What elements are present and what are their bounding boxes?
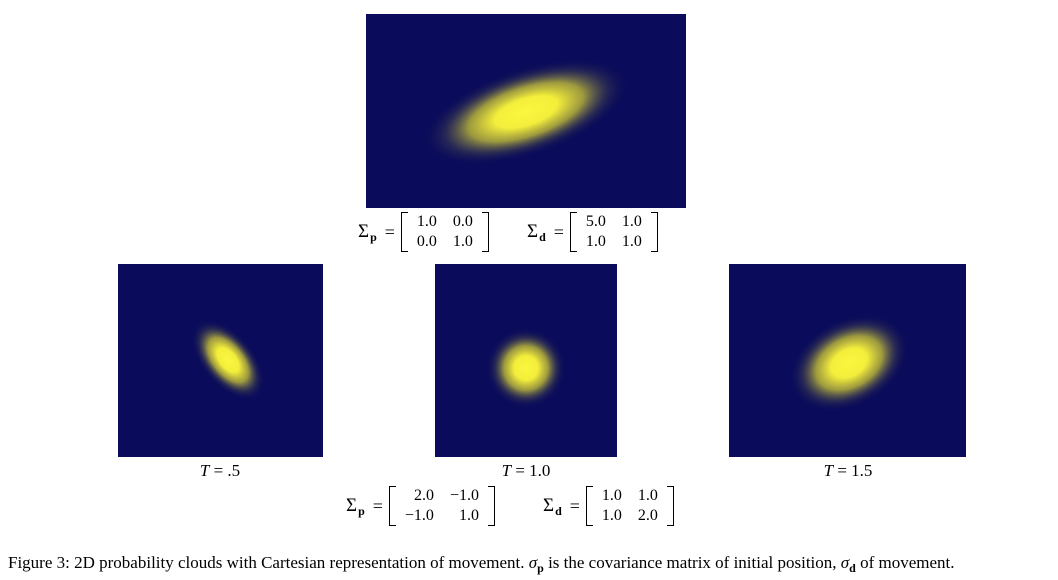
probability-cloud-t10 [435, 264, 617, 457]
matrix-cell: 2.0 [637, 507, 658, 524]
left-bracket [388, 486, 396, 526]
right-bracket [650, 212, 658, 252]
matrix-cell: 1.0 [601, 507, 622, 524]
sigma-subscript: p [358, 503, 365, 518]
caption-sigma-p: σ [528, 553, 538, 572]
covariance-matrix: 2.0 −1.0 −1.0 1.0 [388, 486, 495, 526]
sigma-subscript: d [539, 229, 546, 244]
matrix-cell: 1.0 [637, 487, 658, 504]
sigma-subscript: d [555, 503, 562, 518]
matrix-cell: 1.0 [601, 487, 622, 504]
probability-blob [422, 58, 630, 166]
right-bracket [481, 212, 489, 252]
matrix-cell: 0.0 [452, 213, 473, 230]
equals-sign: = [569, 495, 580, 516]
caption-sub-p: p [537, 561, 544, 575]
probability-cloud-t05 [118, 264, 323, 457]
probability-cloud-t15 [729, 264, 966, 457]
caption-middle: is the covariance matrix of initial posi… [548, 553, 837, 572]
left-bracket [400, 212, 408, 252]
sigma-symbol: Σ [527, 221, 539, 242]
sigma-symbol: Σ [358, 221, 370, 242]
probability-blob [788, 313, 910, 413]
matrix-cell: 5.0 [585, 213, 606, 230]
probability-blob [191, 319, 265, 401]
probability-blob [486, 328, 566, 408]
matrix-cell: 2.0 [413, 487, 434, 504]
equals-sign: = [384, 221, 395, 242]
matrix-cell: 1.0 [458, 507, 479, 524]
matrix-cell: 0.0 [416, 233, 437, 250]
equals-sign: = [372, 495, 383, 516]
right-bracket [666, 486, 674, 526]
probability-cloud-top [366, 14, 686, 208]
covariance-matrix: 1.0 1.0 1.0 2.0 [585, 486, 674, 526]
matrix-cell: 1.0 [416, 213, 437, 230]
equals-sign: = [553, 221, 564, 242]
time-label-t10: T = 1.0 [501, 461, 551, 480]
left-bracket [585, 486, 593, 526]
caption-sub-d: d [849, 561, 856, 575]
caption-sigma-d: σ [840, 553, 850, 572]
matrix-cell: 1.0 [452, 233, 473, 250]
covariance-matrix: 5.0 1.0 1.0 1.0 [569, 212, 658, 252]
matrix-cell: 1.0 [621, 233, 642, 250]
figure-caption: Figure 3: 2D probability clouds with Car… [8, 553, 955, 575]
caption-prefix: Figure 3: 2D probability clouds with Car… [8, 553, 525, 572]
right-bracket [487, 486, 495, 526]
sigma-symbol: Σ [543, 495, 555, 516]
matrix-cell: 1.0 [585, 233, 606, 250]
caption-suffix: of movement. [860, 553, 955, 572]
sigma-symbol: Σ [346, 495, 358, 516]
matrix-cell: 1.0 [621, 213, 642, 230]
covariance-matrix: 1.0 0.0 0.0 1.0 [400, 212, 489, 252]
matrix-cell: −1.0 [449, 487, 479, 504]
matrix-cell: −1.0 [404, 507, 434, 524]
time-label-t05: T = .5 [199, 461, 241, 480]
time-label-t15: T = 1.5 [823, 461, 873, 480]
sigma-subscript: p [370, 229, 377, 244]
left-bracket [569, 212, 577, 252]
